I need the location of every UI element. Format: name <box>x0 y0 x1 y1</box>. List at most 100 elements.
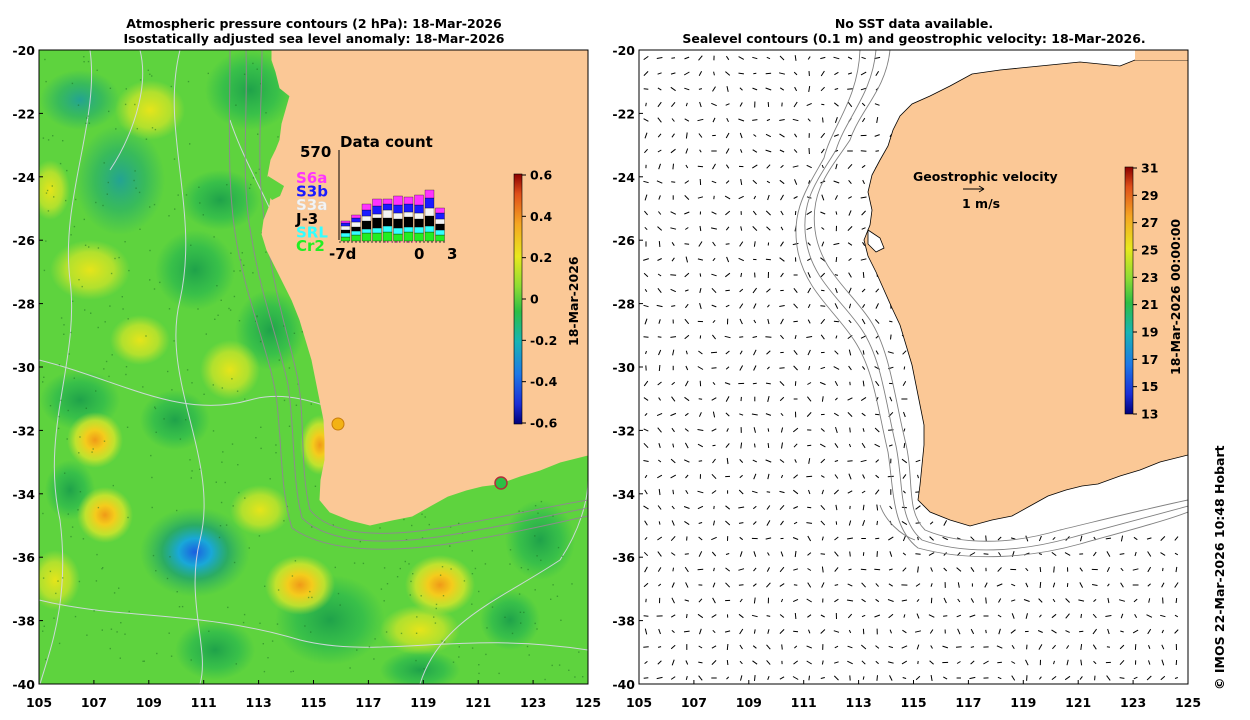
left-x-tick: 123 <box>520 695 546 710</box>
left-marker-perth <box>331 417 345 431</box>
colorbar-tick: 13 <box>1141 407 1158 422</box>
inset-legend-s3b: S3b <box>296 183 328 201</box>
right-x-tick: 113 <box>846 695 872 710</box>
left-x-tick: 117 <box>355 695 381 710</box>
left-x-tick: 111 <box>191 695 217 710</box>
right-y-tick: -36 <box>612 550 635 565</box>
velocity-legend-arrow <box>963 185 985 193</box>
right-x-tick: 125 <box>1175 695 1201 710</box>
inset-legend-s6a: S6a <box>296 169 327 187</box>
right-australia-coast <box>863 59 1188 527</box>
inset-legend-cr2: Cr2 <box>296 237 325 255</box>
right-title-line2: Sealevel contours (0.1 m) and geostrophi… <box>682 31 1146 46</box>
left-y-tick: -28 <box>12 297 35 312</box>
colorbar-tick: 17 <box>1141 352 1158 367</box>
colorbar-tick: 0.2 <box>530 250 552 265</box>
velocity-legend-scale: 1 m/s <box>962 196 1000 211</box>
right-y-tick: -20 <box>612 43 635 58</box>
left-y-tick: -40 <box>12 677 35 692</box>
inset-bars <box>340 189 445 242</box>
right-map <box>639 50 1188 684</box>
map-axes: 105 107 109 111 113 115 117 119 121 123 125 -20 -22 -… <box>12 43 1201 710</box>
colorbar-tick: 21 <box>1141 297 1158 312</box>
right-colorbar-label: 18-Mar-2026 00:00:00 <box>1168 219 1183 375</box>
right-y-tick: -38 <box>612 614 635 629</box>
colorbar-tick: 29 <box>1141 188 1158 203</box>
colorbar-tick: 31 <box>1141 161 1158 176</box>
colorbar-tick: 19 <box>1141 325 1158 340</box>
left-colorbar-ticks: 0.6 0.4 0.2 0 -0.2 -0.4 -0.6 <box>522 168 558 431</box>
right-y-tick: -26 <box>612 233 635 248</box>
left-shelf-contours <box>228 50 588 550</box>
colorbar-tick: 25 <box>1141 243 1158 258</box>
left-title-line1: Atmospheric pressure contours (2 hPa): 1… <box>126 16 502 31</box>
right-x-tick: 105 <box>626 695 652 710</box>
left-anomaly-field <box>39 50 575 684</box>
left-y-tick: -26 <box>12 233 35 248</box>
right-x-tick: 117 <box>955 695 981 710</box>
left-y-tick: -32 <box>12 423 35 438</box>
right-y-tick: -40 <box>612 677 635 692</box>
right-sealevel-contours <box>795 50 1188 558</box>
colorbar-tick: -0.6 <box>530 416 558 431</box>
colorbar-tick: 27 <box>1141 215 1158 230</box>
left-x-tick: 125 <box>575 695 601 710</box>
colorbar-tick: 0.4 <box>530 209 552 224</box>
right-y-tick: -34 <box>612 487 635 502</box>
inset-xlabel-start: -7d <box>329 245 356 263</box>
colorbar-tick: 15 <box>1141 379 1158 394</box>
left-map <box>39 50 588 684</box>
left-x-tick: 105 <box>26 695 52 710</box>
inset-xlabel-zero: 0 <box>414 245 424 263</box>
inset-max-count: 570 <box>300 143 331 161</box>
inset-xlabel-end: 3 <box>447 245 457 263</box>
inset-title: Data count <box>340 133 433 151</box>
right-x-tick: 121 <box>1065 695 1091 710</box>
left-y-tick: -24 <box>12 170 35 185</box>
left-x-tick: 115 <box>300 695 326 710</box>
left-y-tick: -38 <box>12 614 35 629</box>
left-colorbar: 0.6 0.4 0.2 0 -0.2 -0.4 -0.6 18-Mar-2026 <box>513 168 581 431</box>
right-y-tick: -30 <box>612 360 635 375</box>
right-shark-bay <box>867 229 885 253</box>
right-title-line1: No SST data available. <box>834 16 994 31</box>
left-marker-esperance <box>494 476 508 490</box>
left-y-tick: -20 <box>12 43 35 58</box>
left-colorbar-label: 18-Mar-2026 <box>566 256 581 346</box>
left-y-tick: -30 <box>12 360 35 375</box>
right-y-tick: -24 <box>612 170 635 185</box>
right-x-tick: 107 <box>681 695 707 710</box>
left-x-tick: 121 <box>465 695 491 710</box>
left-x-tick: 113 <box>246 695 272 710</box>
velocity-legend-title: Geostrophic velocity <box>913 169 1058 184</box>
right-y-tick: -28 <box>612 297 635 312</box>
inset-legend-s3a: S3a <box>296 196 327 214</box>
right-x-tick: 123 <box>1120 695 1146 710</box>
right-colorbar: 31 29 27 25 23 21 19 17 15 13 18-Mar-2026 00:00:0… <box>1124 161 1183 422</box>
right-x-tick: 119 <box>1010 695 1036 710</box>
left-y-tick: -36 <box>12 550 35 565</box>
right-y-tick: -32 <box>612 423 635 438</box>
colorbar-tick: 0.6 <box>530 168 552 183</box>
left-x-tick: 107 <box>81 695 107 710</box>
right-x-tick: 109 <box>736 695 762 710</box>
left-stipple <box>42 56 584 681</box>
inset-legend-j-3: J-3 <box>295 210 318 228</box>
colorbar-tick: 23 <box>1141 270 1158 285</box>
colorbar-tick: -0.2 <box>530 333 557 348</box>
colorbar-tick: 0 <box>530 292 539 307</box>
left-shark-bay <box>266 176 284 200</box>
left-y-tick: -22 <box>12 106 35 121</box>
right-colorbar-ticks: 31 29 27 25 23 21 19 17 15 13 <box>1133 161 1158 422</box>
imos-credit: © IMOS 22-Mar-2026 10:48 Hobart <box>1212 445 1227 690</box>
left-x-tick: 119 <box>410 695 436 710</box>
left-y-tick: -34 <box>12 487 35 502</box>
colorbar-tick: -0.4 <box>530 374 558 389</box>
right-x-tick: 115 <box>900 695 926 710</box>
left-title-line2: Isostatically adjusted sea level anomaly… <box>123 31 505 46</box>
inset-legend-srl: SRL <box>296 223 328 241</box>
right-x-tick: 111 <box>791 695 817 710</box>
